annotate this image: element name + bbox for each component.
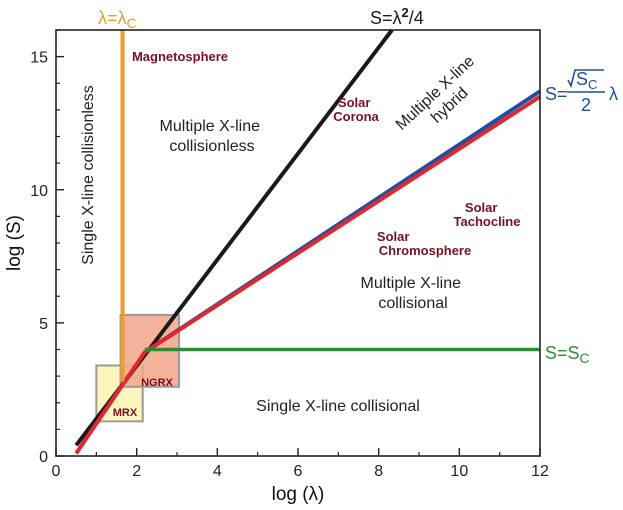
x-tick-label: 6 [294,463,303,480]
svg-text:SC: SC [576,69,597,92]
svg-text:S=: S= [545,84,568,104]
y-tick-label: 10 [30,183,48,200]
x-axis-title: log (λ) [272,484,325,505]
x-tick-label: 0 [52,463,61,480]
x-tick-label: 4 [213,463,222,480]
solar-chromosphere-label: Solar Chromosphere [377,229,471,258]
y-tick-label: 5 [39,316,48,333]
x-tick-label: 2 [132,463,141,480]
lambda-c-label: λ=λC [98,8,137,31]
series-red-line [74,94,542,455]
ngrx-label: NGRX [141,377,173,389]
x-ticks: 0 2 4 6 8 10 12 [52,448,549,480]
x-tick-label: 10 [450,463,468,480]
single-collisional-label: Single X-line collisional [256,398,420,415]
solar-tachocline-label: Solar Tachocline [454,200,521,229]
single-collisionless-label: Single X-line collisionless [80,85,97,265]
sqrt-sc-label: S= SC 2 λ [545,69,618,115]
s-equals-sc-label: S=SC [545,343,590,366]
mrx-label: MRX [113,407,138,419]
y-tick-label: 15 [30,50,48,67]
y-ticks: 0 5 10 15 [30,29,64,466]
x-tick-label: 12 [531,463,549,480]
y-axis-title: log (S) [4,215,25,271]
multi-collisionless-label: Multiple X-line collisionless [160,118,265,155]
y-tick-label: 0 [39,449,48,466]
svg-text:2: 2 [581,95,591,115]
svg-text:λ: λ [609,84,618,104]
magnetosphere-label: Magnetosphere [132,49,228,64]
x-tick-label: 8 [374,463,383,480]
lambda-squared-label: S=λ2/4 [370,5,424,28]
solar-corona-label: Solar Corona [333,95,379,124]
multi-collisional-label: Multiple X-line collisional [361,275,466,312]
